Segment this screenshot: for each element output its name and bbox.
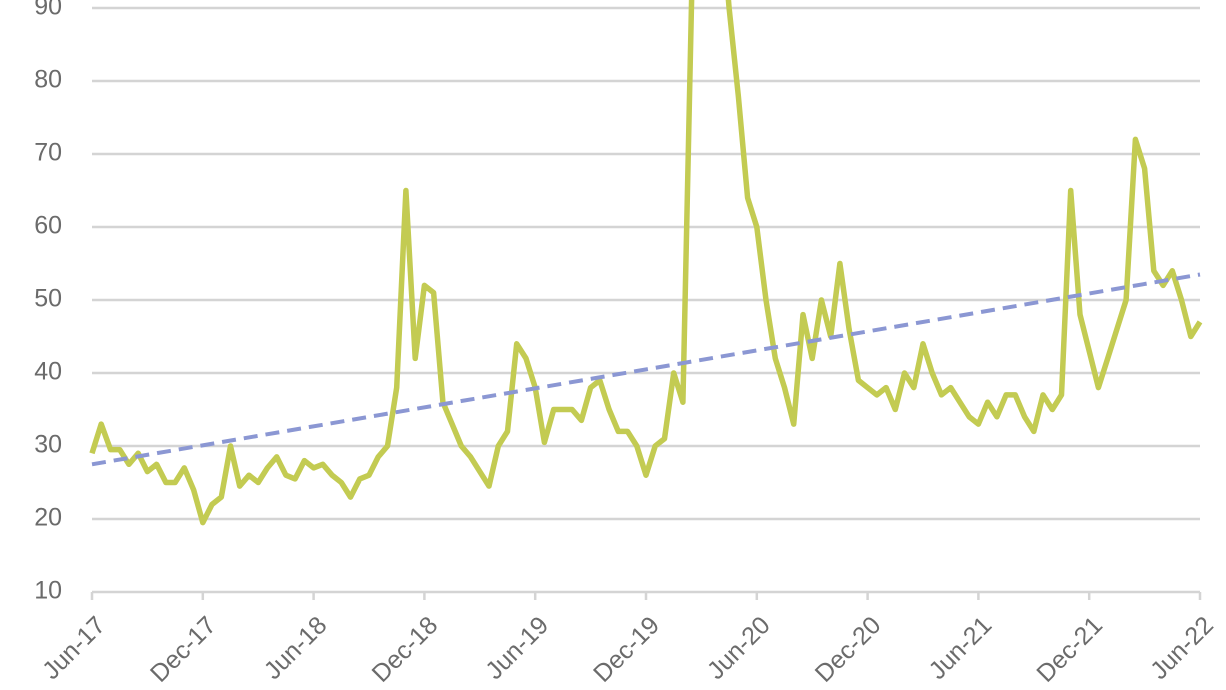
y-tick-label: 90 xyxy=(34,0,62,21)
x-tick-label: Dec-19 xyxy=(588,611,665,688)
x-tick-label: Jun-19 xyxy=(480,611,554,685)
trend-line xyxy=(91,272,1201,467)
x-tick-label: Jun-18 xyxy=(259,611,333,685)
y-tick-label: 40 xyxy=(34,358,62,386)
x-tick-label: Jun-20 xyxy=(702,611,776,685)
y-tick-label: 30 xyxy=(34,431,62,459)
y-tick-label: 20 xyxy=(34,504,62,532)
y-tick-label: 70 xyxy=(34,139,62,167)
y-tick-label: 50 xyxy=(34,285,62,313)
x-tick-label: Dec-17 xyxy=(145,611,222,688)
y-tick-label: 80 xyxy=(34,66,62,94)
x-tick-label: Dec-18 xyxy=(367,611,444,688)
x-tick-label: Jun-21 xyxy=(923,611,997,685)
x-tick-label: Dec-21 xyxy=(1031,611,1108,688)
y-tick-label: 10 xyxy=(34,577,62,605)
x-tick-label: Jun-22 xyxy=(1145,611,1219,685)
y-tick-label: 60 xyxy=(34,212,62,240)
series-line xyxy=(89,0,1203,526)
x-tick-label: Dec-20 xyxy=(810,611,887,688)
x-tick-label: Jun-17 xyxy=(37,611,111,685)
